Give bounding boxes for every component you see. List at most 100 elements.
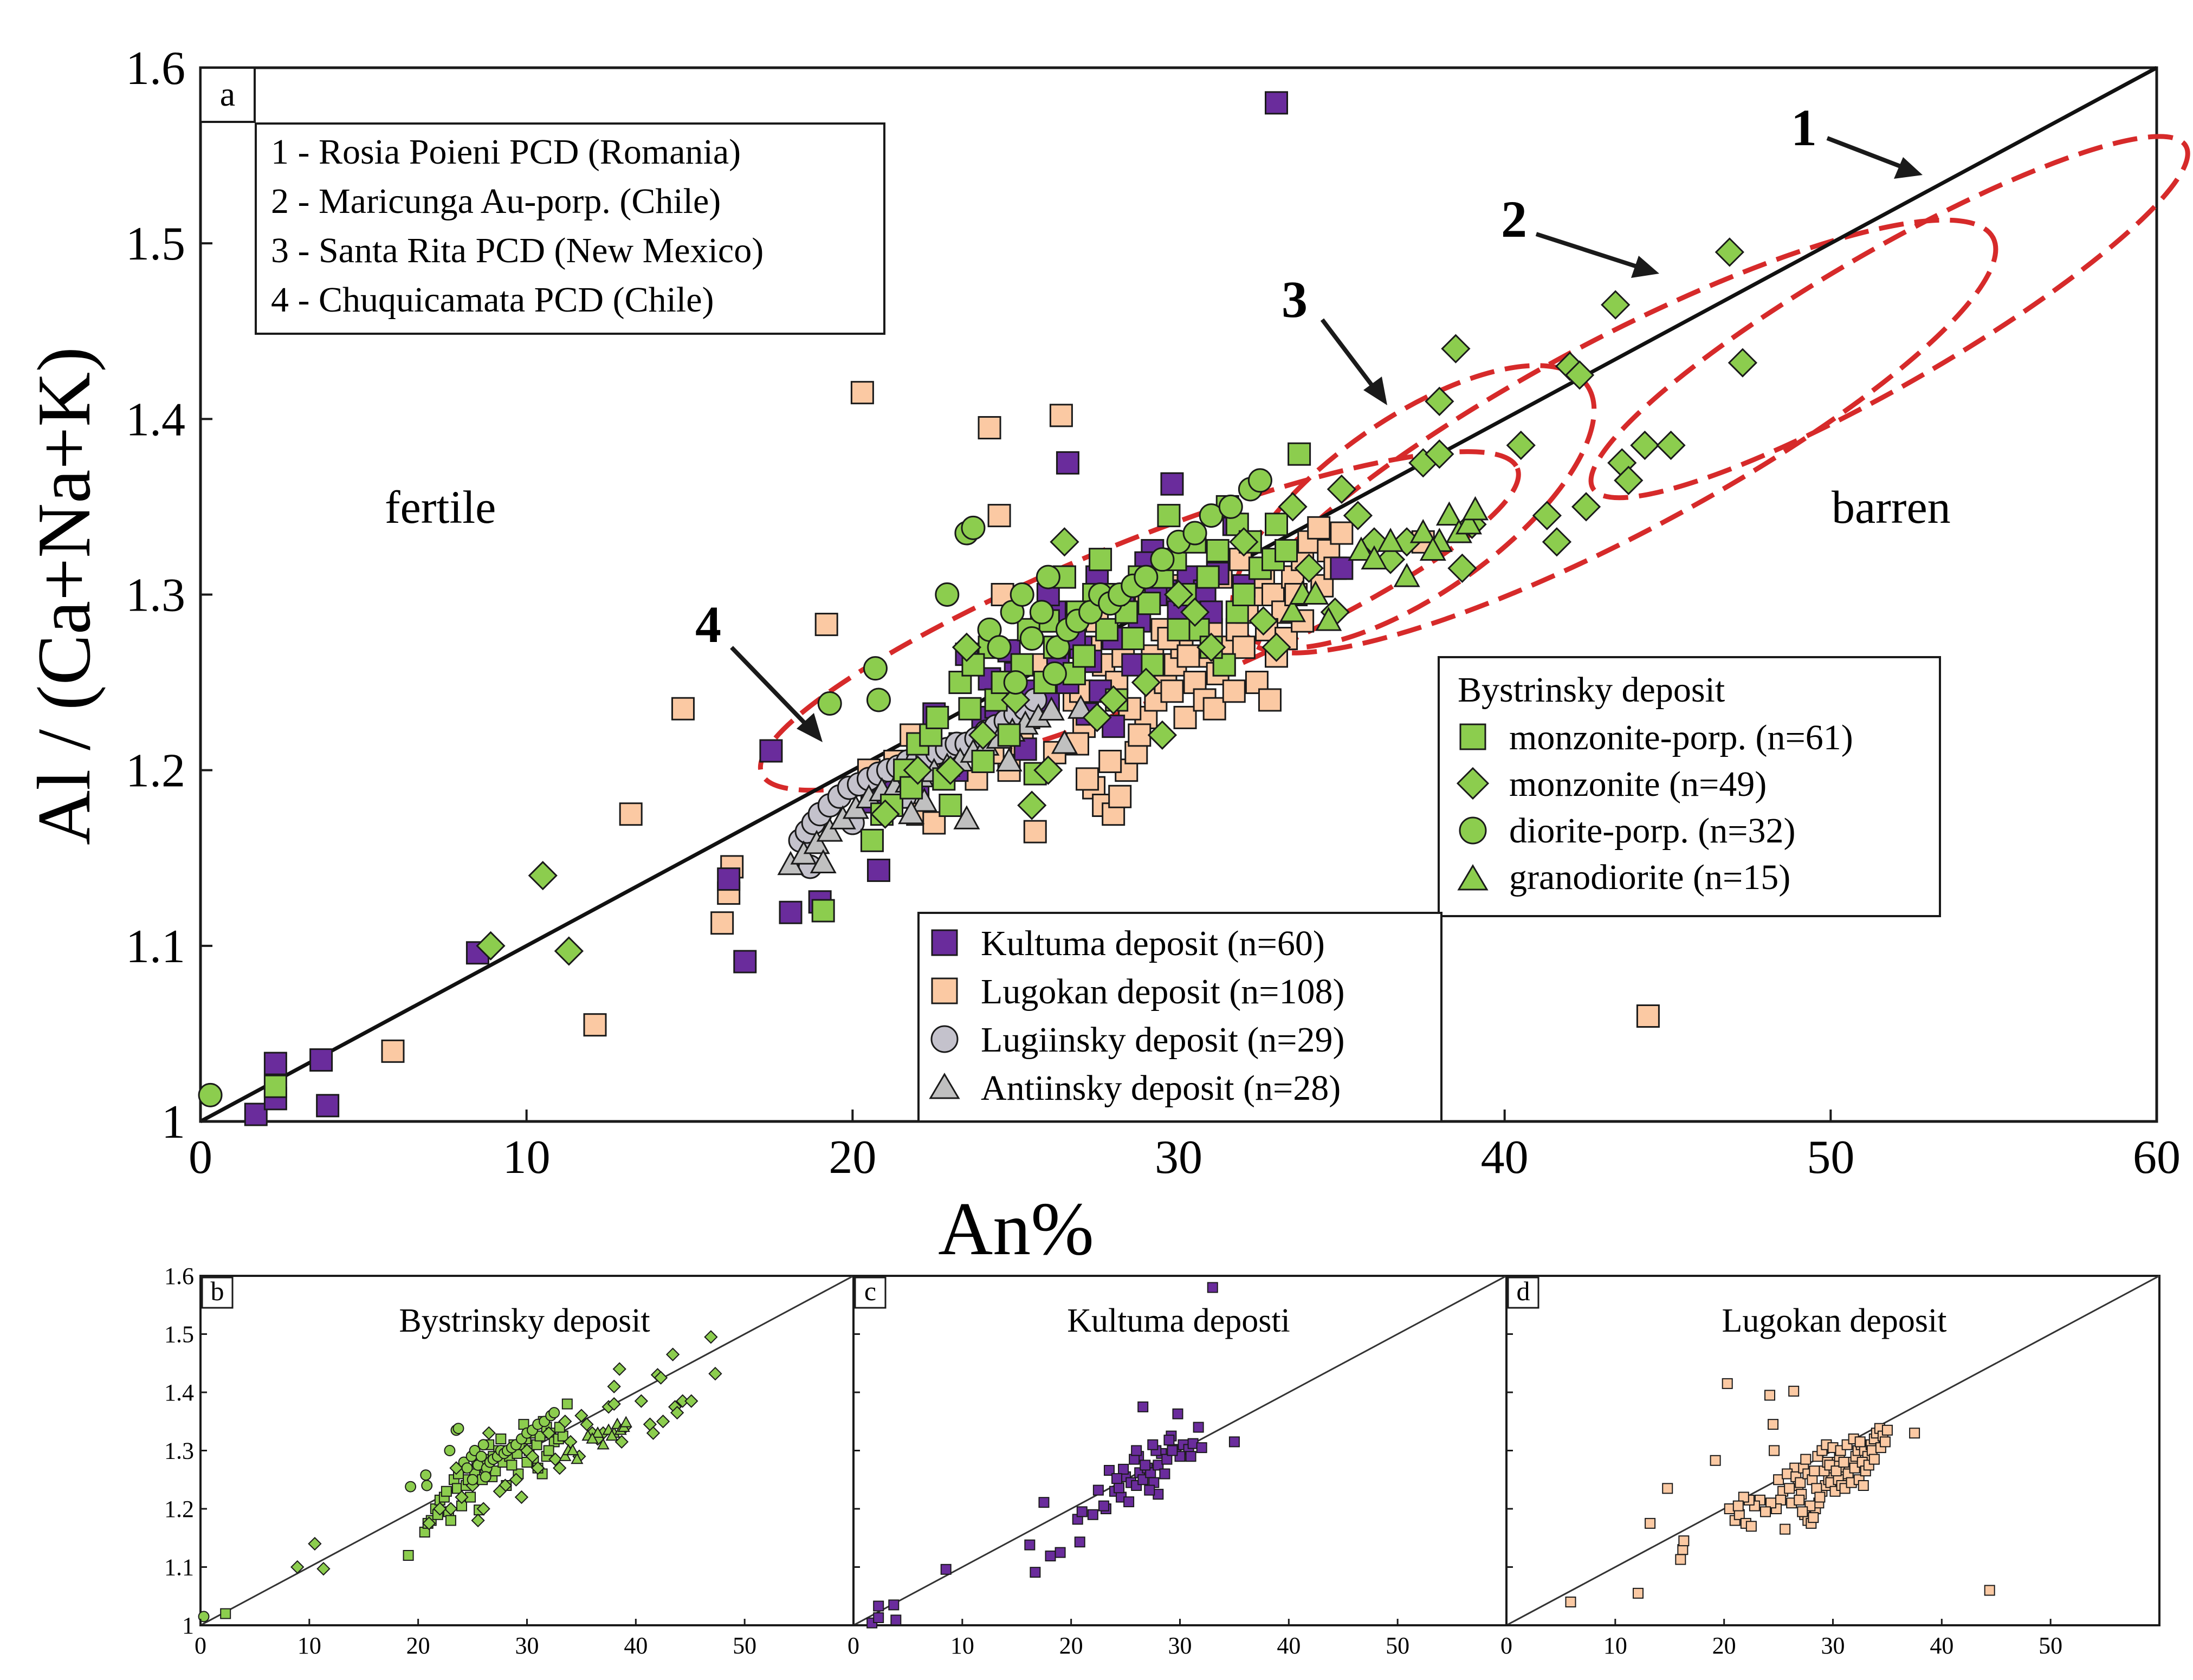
- point-kultuma-deposit: [309, 1048, 333, 1072]
- panel-b-point: [646, 1426, 661, 1440]
- panel-d-point: [1662, 1483, 1673, 1494]
- panel-b-series-monzonite: [290, 1330, 722, 1576]
- legend-label-lugiinsky: Lugiinsky deposit (n=29): [981, 1020, 1345, 1060]
- point-kultuma-deposit: [1330, 556, 1354, 580]
- point-monzonite: [968, 720, 998, 750]
- panel-c-x-tick-label: 30: [1168, 1632, 1192, 1659]
- point-diorite-porp: [961, 515, 986, 540]
- point-granodiorite: [1409, 518, 1437, 543]
- point-lugokan-deposit: [1108, 784, 1132, 808]
- panel-b-y-tick-label: 1: [182, 1612, 194, 1639]
- panel-b-point: [433, 1502, 447, 1516]
- point-monzonite: [1278, 492, 1308, 522]
- point-granodiorite: [1461, 496, 1489, 521]
- panel-b-point: [571, 1452, 584, 1464]
- point-kultuma-deposit: [1056, 451, 1079, 475]
- panel-d-point: [1773, 1474, 1784, 1486]
- panel-c-point: [1111, 1473, 1123, 1484]
- panel-c-point: [1140, 1460, 1151, 1471]
- bystrinsky-legend-title: Bystrinsky deposit: [1458, 670, 1725, 710]
- panel-d-point: [1788, 1385, 1800, 1397]
- panel-d-point: [1784, 1483, 1795, 1494]
- panel-c-point: [1196, 1442, 1207, 1454]
- legend-marker-kultuma: [931, 929, 958, 956]
- point-monzonite-porp: [263, 1074, 287, 1098]
- point-monzonite: [1571, 492, 1601, 522]
- panel-b-point: [220, 1608, 231, 1619]
- point-lugokan-deposit: [850, 381, 874, 405]
- panel-d: 0 10 20 30 40 50 d Lugokan deposit: [1500, 1275, 2160, 1659]
- arrow-3: [1320, 318, 1379, 393]
- panel-b-point: [634, 1394, 649, 1408]
- point-granodiorite: [1393, 562, 1420, 587]
- panel-b-point: [482, 1426, 496, 1440]
- point-monzonite-porp: [1137, 592, 1161, 615]
- point-granodiorite: [1455, 510, 1483, 535]
- panel-c-point: [1038, 1497, 1050, 1508]
- panel-d-point: [1794, 1494, 1805, 1506]
- reference-legend-item-3: 3 - Santa Rita PCD (New Mexico): [271, 231, 764, 270]
- y-tick-label: 1.4: [126, 393, 185, 446]
- panel-c-x-tick-label: 50: [1386, 1632, 1409, 1659]
- panel-c-point: [873, 1600, 884, 1612]
- panel-b-point: [493, 1484, 507, 1499]
- y-tick-label: 1.5: [126, 218, 185, 270]
- point-kultuma-deposit: [759, 739, 783, 763]
- point-diorite-porp: [1247, 468, 1272, 493]
- point-monzonite: [1601, 290, 1631, 320]
- point-lugokan-deposit: [1636, 1004, 1660, 1028]
- point-monzonite: [1294, 553, 1324, 583]
- panel-b-x-tick-label: 0: [195, 1632, 206, 1659]
- point-diorite-porp: [866, 687, 891, 712]
- deposit-legend-box: [917, 912, 1442, 1123]
- panel-c-point: [1103, 1465, 1115, 1476]
- panel-b-point: [656, 1415, 670, 1429]
- point-monzonite-porp: [958, 697, 982, 721]
- panel-b-x-tick-label: 40: [624, 1632, 648, 1659]
- reference-legend-item-4: 4 - Chuquicamata PCD (Chile): [271, 280, 714, 320]
- panel-d-point: [1710, 1455, 1721, 1466]
- point-monzonite: [1050, 527, 1079, 557]
- point-granodiorite: [1419, 536, 1446, 561]
- y-tick-label: 1.6: [126, 42, 185, 95]
- panel-a-tag: a: [220, 75, 235, 113]
- panel-b-point: [422, 1516, 436, 1530]
- panel-c: 0 10 20 30 40 50 c Kultuma deposti: [848, 1275, 1508, 1659]
- panel-d-point: [1797, 1506, 1808, 1517]
- panel-c-point: [1185, 1451, 1196, 1462]
- point-monzonite: [903, 755, 933, 785]
- panel-c-point: [873, 1612, 884, 1624]
- panel-d-tag-box: [1507, 1276, 1539, 1309]
- legend-marker-monzonite-porp: [1459, 723, 1486, 750]
- ellipse-3: [1230, 363, 1597, 651]
- point-lugokan-deposit: [814, 613, 838, 637]
- panel-b-tag-box: [201, 1276, 234, 1309]
- panel-c-x-tick-label: 0: [848, 1632, 859, 1659]
- point-lugokan-deposit: [1176, 644, 1200, 668]
- arrow-3-head: [1363, 377, 1387, 405]
- panel-b-point: [566, 1444, 579, 1456]
- panel-c-point: [1076, 1506, 1088, 1517]
- panel-b-title: Bystrinsky deposit: [399, 1302, 650, 1339]
- point-monzonite: [1327, 474, 1356, 504]
- point-lugokan-deposit: [1307, 516, 1331, 540]
- panel-b-point: [607, 1397, 621, 1411]
- point-antiinsky-deposit: [911, 787, 938, 812]
- panel-c-x-tick-label: 20: [1059, 1632, 1083, 1659]
- panel-c-point: [1153, 1460, 1164, 1471]
- panel-b-point: [476, 1502, 490, 1516]
- panel-b-point: [558, 1415, 572, 1429]
- point-antiinsky-deposit: [1038, 696, 1065, 721]
- point-monzonite: [1001, 685, 1031, 715]
- y-tick-label: 1.3: [126, 569, 185, 622]
- panel-b-point: [455, 1490, 469, 1504]
- panel-d-point: [1809, 1465, 1820, 1477]
- point-monzonite: [1728, 348, 1758, 378]
- point-diorite-porp: [1042, 661, 1067, 686]
- panel-d-x-tick-label: 50: [2039, 1632, 2062, 1659]
- panel-c-point: [1172, 1408, 1183, 1419]
- x-tick-label: 30: [1155, 1131, 1202, 1184]
- panel-c-point: [890, 1614, 902, 1626]
- panel-d-x-tick-label: 0: [1500, 1632, 1512, 1659]
- point-kultuma-deposit: [779, 900, 803, 924]
